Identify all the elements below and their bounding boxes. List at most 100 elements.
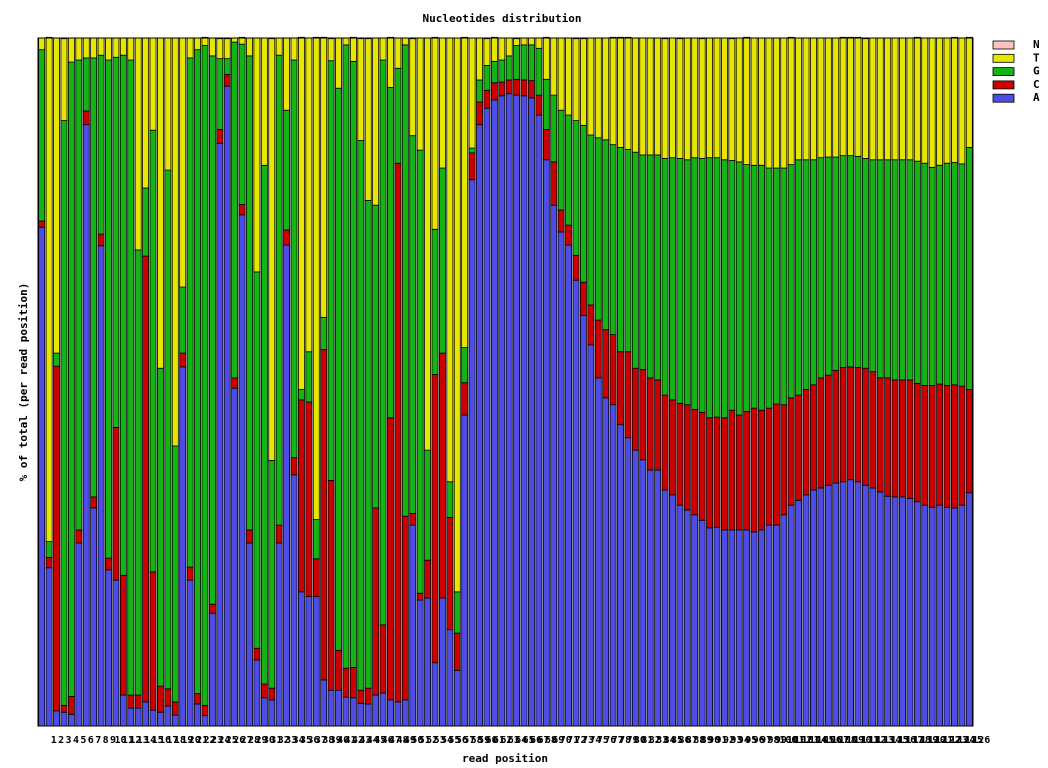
legend-swatch [992, 93, 1015, 103]
bar-segment [817, 37, 825, 159]
x-tick-label: 64 [515, 735, 527, 746]
bar-segment [542, 129, 550, 161]
bar-segment [535, 37, 543, 49]
bar-segment [869, 159, 877, 373]
bar-segment [802, 37, 810, 161]
x-tick-label: 96 [753, 735, 765, 746]
bar-segment [706, 37, 714, 159]
x-tick-label: 24 [218, 735, 230, 746]
bar-segment [156, 367, 164, 687]
x-tick-label: 62 [500, 735, 512, 746]
bar-segment [342, 696, 350, 727]
bar-segment [624, 36, 632, 150]
bar-segment [587, 134, 595, 306]
bar-segment [824, 37, 832, 158]
x-tick-label: 119 [920, 735, 938, 746]
bar-segment [342, 667, 350, 698]
bar-segment [861, 38, 869, 159]
bar-segment [194, 49, 201, 695]
bar-segment [424, 559, 432, 599]
bar-segment [661, 38, 669, 159]
bar-segment [943, 162, 951, 386]
bar-segment [112, 56, 120, 428]
bar-segment [208, 55, 216, 605]
x-tick-label: 38 [322, 735, 334, 746]
x-tick-label: 94 [738, 735, 750, 746]
bar-segment [520, 44, 528, 81]
bar-segment [142, 255, 150, 703]
bar-segment [223, 58, 231, 75]
x-tick-label: 6 [88, 735, 94, 746]
bar-segment [97, 233, 105, 247]
bar-segment [824, 374, 832, 486]
bar-segment [609, 334, 617, 406]
bar-segment [283, 109, 291, 231]
bar-segment [884, 377, 892, 497]
x-tick-label: 55 [448, 735, 460, 746]
x-tick-label: 111 [861, 735, 879, 746]
bar-segment [305, 401, 313, 598]
bar-segment [149, 37, 157, 131]
legend-label: G [1033, 65, 1040, 78]
x-tick-label: 101 [787, 735, 805, 746]
bar-segment [453, 591, 461, 634]
bar-segment [891, 496, 899, 727]
bar-segment [750, 531, 758, 727]
bar-segment [958, 504, 966, 727]
bar-segment [171, 701, 179, 716]
bar-segment [772, 167, 780, 405]
bar-segment [743, 411, 751, 531]
bar-segment [735, 161, 743, 416]
bar-segment [134, 37, 142, 251]
bar-segment [75, 542, 83, 727]
x-tick-label: 109 [846, 735, 864, 746]
x-tick-label: 30 [263, 735, 275, 746]
bar-segment [186, 57, 194, 568]
bar-segment [438, 352, 446, 599]
bar-segment [335, 689, 342, 727]
bar-segment [75, 37, 83, 61]
bar-segment [179, 37, 187, 288]
bar-segment [550, 37, 558, 96]
bar-segment [713, 526, 721, 727]
bar-segment [646, 377, 654, 471]
bar-segment [876, 377, 884, 493]
bar-segment [186, 37, 194, 59]
bar-segment [795, 37, 803, 161]
bar-segment [349, 667, 357, 699]
bar-segment [97, 37, 105, 56]
bar-segment [609, 36, 617, 146]
bar-segment [965, 146, 973, 390]
bar-segment [676, 38, 684, 159]
bar-segment [936, 37, 944, 166]
bar-segment [490, 82, 498, 101]
bar-segment [713, 157, 721, 418]
bar-segment [884, 159, 892, 379]
bar-segment [312, 36, 320, 520]
bar-segment [364, 38, 372, 201]
bar-segment [498, 95, 506, 727]
x-tick-label: 74 [589, 735, 601, 746]
bar-segment [45, 541, 53, 558]
bar-segment [60, 120, 68, 706]
bar-segment [290, 59, 298, 459]
bar-segment [438, 167, 446, 354]
bar-segment [609, 144, 617, 335]
bar-segment [312, 596, 320, 727]
x-tick-label: 19 [181, 735, 193, 746]
bar-segment [297, 399, 305, 593]
bar-segment [550, 161, 558, 206]
bar-segment [706, 527, 714, 727]
x-tick-label: 37 [315, 735, 327, 746]
bar-segment [735, 414, 743, 531]
x-tick-label: 17 [166, 735, 178, 746]
bar-segment [194, 693, 201, 705]
bar-segment [750, 37, 758, 166]
x-tick-label: 93 [730, 735, 742, 746]
bar-segment [67, 713, 75, 727]
bar-segment [810, 489, 817, 727]
bar-segment [550, 204, 558, 727]
bar-segment [119, 54, 127, 576]
bar-segment [446, 37, 454, 483]
bar-segment [587, 344, 595, 727]
